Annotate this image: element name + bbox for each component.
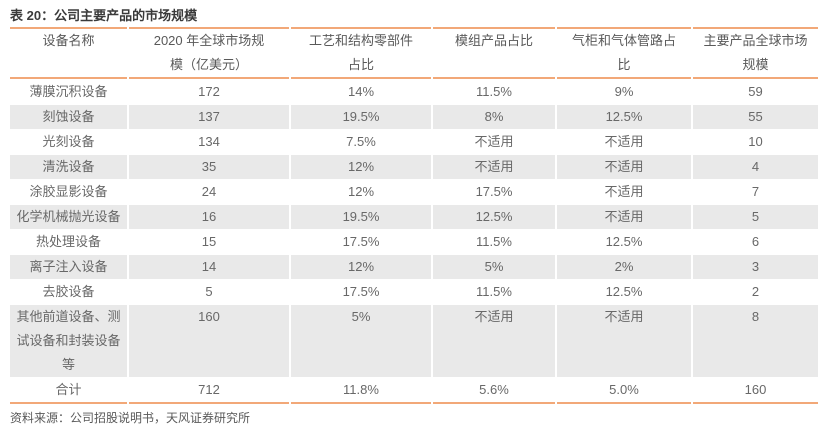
total-row: 合计 712 11.8% 5.6% 5.0% 160 [10, 378, 818, 404]
table-cell: 10 [693, 130, 818, 154]
table-cell: 55 [693, 105, 818, 129]
table-cell: 不适用 [557, 155, 691, 179]
table-row: 其他前道设备、测 试设备和封装设备 等 160 5% 不适用 不适用 8 [10, 305, 818, 377]
header-cell-2: 工艺和结构零部件 占比 [291, 27, 431, 79]
table-cell: 11.5% [433, 230, 555, 254]
table-cell: 12.5% [557, 105, 691, 129]
table-cell: 137 [129, 105, 289, 129]
header-cell-3: 模组产品占比 [433, 27, 555, 79]
table-cell: 11.5% [433, 80, 555, 104]
table-cell: 7.5% [291, 130, 431, 154]
table-cell: 14% [291, 80, 431, 104]
table-cell: 清洗设备 [10, 155, 127, 179]
table-cell: 不适用 [557, 180, 691, 204]
table-cell: 5 [693, 205, 818, 229]
table-cell: 2 [693, 280, 818, 304]
table-cell: 14 [129, 255, 289, 279]
table-cell: 11.8% [291, 378, 431, 404]
table-cell: 3 [693, 255, 818, 279]
table-cell: 11.5% [433, 280, 555, 304]
table-row: 清洗设备 35 12% 不适用 不适用 4 [10, 155, 818, 179]
table-cell: 17.5% [433, 180, 555, 204]
table-cell: 热处理设备 [10, 230, 127, 254]
header-cell-5: 主要产品全球市场 规模 [693, 27, 818, 79]
table-cell: 2% [557, 255, 691, 279]
table-cell: 17.5% [291, 280, 431, 304]
table-cell: 化学机械抛光设备 [10, 205, 127, 229]
table-cell: 不适用 [433, 155, 555, 179]
table-cell: 不适用 [557, 305, 691, 377]
table-title: 表 20：公司主要产品的市场规模 [10, 8, 198, 23]
table-cell: 刻蚀设备 [10, 105, 127, 129]
table-cell: 17.5% [291, 230, 431, 254]
table-cell: 19.5% [291, 105, 431, 129]
table-cell: 19.5% [291, 205, 431, 229]
market-size-table: 设备名称 2020 年全球市场规 模（亿美元） 工艺和结构零部件 占比 模组产品占比气… [8, 26, 820, 405]
table-cell: 不适用 [433, 130, 555, 154]
table-cell: 24 [129, 180, 289, 204]
table-cell: 5% [291, 305, 431, 377]
table-cell: 离子注入设备 [10, 255, 127, 279]
table-cell: 12.5% [433, 205, 555, 229]
table-cell: 不适用 [557, 130, 691, 154]
table-cell: 5% [433, 255, 555, 279]
table-cell: 134 [129, 130, 289, 154]
table-cell: 6 [693, 230, 818, 254]
table-cell: 去胶设备 [10, 280, 127, 304]
source-note: 资料来源：公司招股说明书，天风证券研究所 [10, 411, 251, 425]
header-cell-4: 气柜和气体管路占 比 [557, 27, 691, 79]
table-cell: 12% [291, 255, 431, 279]
table-cell: 16 [129, 205, 289, 229]
table-cell: 薄膜沉积设备 [10, 80, 127, 104]
table-cell: 5.6% [433, 378, 555, 404]
table-cell: 12.5% [557, 230, 691, 254]
table-cell: 160 [129, 305, 289, 377]
table-cell: 12% [291, 155, 431, 179]
table-row: 离子注入设备 14 12% 5% 2% 3 [10, 255, 818, 279]
table-row: 化学机械抛光设备 16 19.5% 12.5% 不适用 5 [10, 205, 818, 229]
table-cell: 光刻设备 [10, 130, 127, 154]
table-row: 涂胶显影设备 24 12% 17.5% 不适用 7 [10, 180, 818, 204]
table-cell: 12% [291, 180, 431, 204]
table-cell: 涂胶显影设备 [10, 180, 127, 204]
table-cell: 35 [129, 155, 289, 179]
table-row: 薄膜沉积设备 172 14% 11.5% 9% 59 [10, 80, 818, 104]
table-cell: 8% [433, 105, 555, 129]
table-cell: 12.5% [557, 280, 691, 304]
header-row: 设备名称 2020 年全球市场规 模（亿美元） 工艺和结构零部件 占比 模组产品占比气… [10, 27, 818, 79]
table-cell: 5.0% [557, 378, 691, 404]
table-cell: 59 [693, 80, 818, 104]
header-cell-0: 设备名称 [10, 27, 127, 79]
table-cell: 合计 [10, 378, 127, 404]
table-cell: 9% [557, 80, 691, 104]
table-cell: 4 [693, 155, 818, 179]
table-cell: 8 [693, 305, 818, 377]
table-cell: 172 [129, 80, 289, 104]
table-cell: 712 [129, 378, 289, 404]
table-cell: 160 [693, 378, 818, 404]
table-cell: 5 [129, 280, 289, 304]
table-cell: 7 [693, 180, 818, 204]
table-row: 去胶设备 5 17.5% 11.5% 12.5% 2 [10, 280, 818, 304]
table-cell: 其他前道设备、测 试设备和封装设备 等 [10, 305, 127, 377]
header-cell-1: 2020 年全球市场规 模（亿美元） [129, 27, 289, 79]
table-row: 光刻设备 134 7.5% 不适用 不适用 10 [10, 130, 818, 154]
table-row: 刻蚀设备 137 19.5% 8% 12.5% 55 [10, 105, 818, 129]
table-cell: 15 [129, 230, 289, 254]
table-row: 热处理设备 15 17.5% 11.5% 12.5% 6 [10, 230, 818, 254]
table-cell: 不适用 [557, 205, 691, 229]
table-cell: 不适用 [433, 305, 555, 377]
